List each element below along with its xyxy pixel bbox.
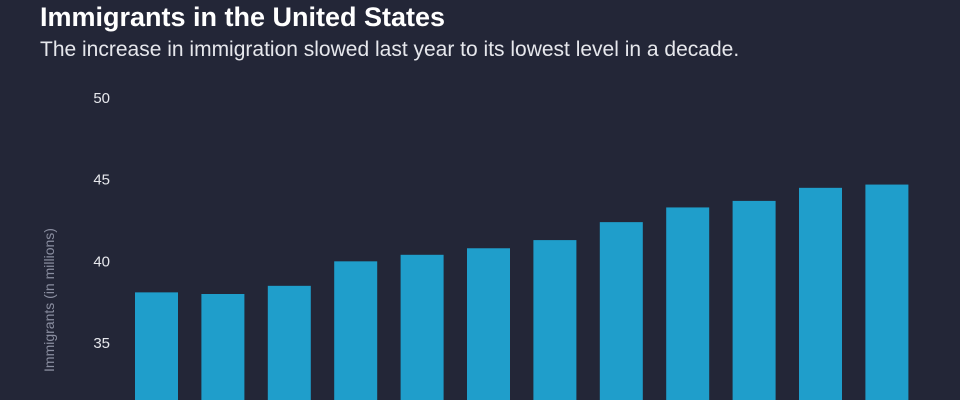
bar-10	[732, 200, 776, 400]
y-tick-label-45: 45	[93, 172, 110, 189]
bar-5	[400, 254, 444, 400]
bar-11	[799, 187, 842, 400]
bars	[135, 184, 909, 400]
bar-1	[135, 292, 178, 400]
bar-2	[201, 294, 245, 400]
bar-3	[267, 285, 311, 400]
chart-title: Immigrants in the United States	[40, 2, 446, 32]
y-axis-ticks: 35 40 45 50	[93, 90, 110, 352]
bar-9	[666, 207, 710, 400]
chart-subtitle: The increase in immigration slowed last …	[40, 38, 740, 61]
bar-4	[334, 261, 378, 400]
y-tick-label-35: 35	[93, 335, 110, 352]
bar-7	[533, 240, 577, 400]
bar-12	[865, 184, 909, 400]
bar-8	[599, 222, 643, 400]
y-tick-label-50: 50	[93, 90, 110, 107]
y-tick-label-40: 40	[93, 253, 110, 270]
bar-6	[467, 248, 510, 400]
